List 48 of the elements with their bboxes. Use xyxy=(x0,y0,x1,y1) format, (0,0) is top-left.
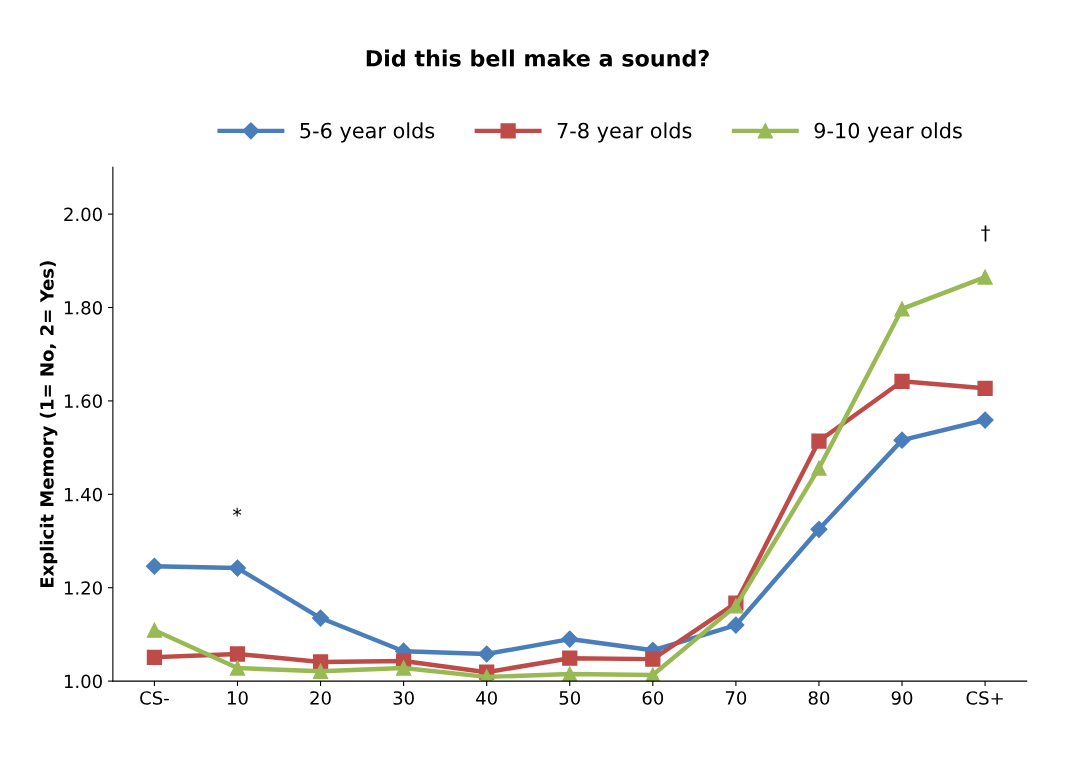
x-tick-label: 70 xyxy=(725,691,747,705)
point xyxy=(894,301,910,317)
point xyxy=(146,649,163,665)
x-tick-label: 60 xyxy=(642,691,664,705)
point xyxy=(145,557,163,575)
chart-title: Did this bell make a sound? xyxy=(366,49,709,67)
point xyxy=(894,373,910,389)
point xyxy=(810,520,828,538)
point xyxy=(228,559,247,577)
point xyxy=(229,646,246,662)
point xyxy=(229,660,246,676)
x-tick-label: 10 xyxy=(227,691,248,705)
x-tick-label: 20 xyxy=(310,691,331,705)
legend-label: 9-10 year olds xyxy=(814,122,962,143)
legend-label: 7-8 year olds xyxy=(557,122,692,143)
y-tick-label: 1.60 xyxy=(64,394,102,409)
x-tick-label: 50 xyxy=(559,691,581,705)
point xyxy=(977,380,993,396)
x-tick-label: 30 xyxy=(393,691,414,705)
x-tick-label: CS- xyxy=(140,691,169,705)
x-tick-label: 40 xyxy=(476,691,497,705)
point xyxy=(561,630,579,648)
point xyxy=(562,650,578,666)
point xyxy=(811,433,827,449)
point xyxy=(976,411,994,429)
y-tick-label: 1.20 xyxy=(64,581,102,595)
y-tick-label: 1.00 xyxy=(64,674,102,689)
point xyxy=(311,609,330,627)
y-tick-label: 1.80 xyxy=(64,300,102,315)
point xyxy=(395,660,412,676)
point xyxy=(312,663,329,679)
point xyxy=(312,654,329,670)
y-axis-title: Explicit Memory (1= No, 2= Yes) xyxy=(39,261,58,588)
point xyxy=(727,616,745,634)
x-tick-label: 80 xyxy=(808,691,830,705)
point xyxy=(146,622,163,638)
annotation: † xyxy=(981,225,990,242)
legend-label: 5-6 year olds xyxy=(300,122,435,143)
y-tick-label: 2.00 xyxy=(64,207,102,222)
point xyxy=(893,431,911,449)
point xyxy=(811,460,827,476)
x-tick-label: CS+ xyxy=(966,691,1003,705)
x-tick-label: 90 xyxy=(891,691,913,705)
point xyxy=(645,651,661,667)
point xyxy=(478,645,496,663)
y-tick-label: 1.40 xyxy=(64,487,102,502)
annotation: * xyxy=(232,507,242,517)
point xyxy=(977,269,993,285)
